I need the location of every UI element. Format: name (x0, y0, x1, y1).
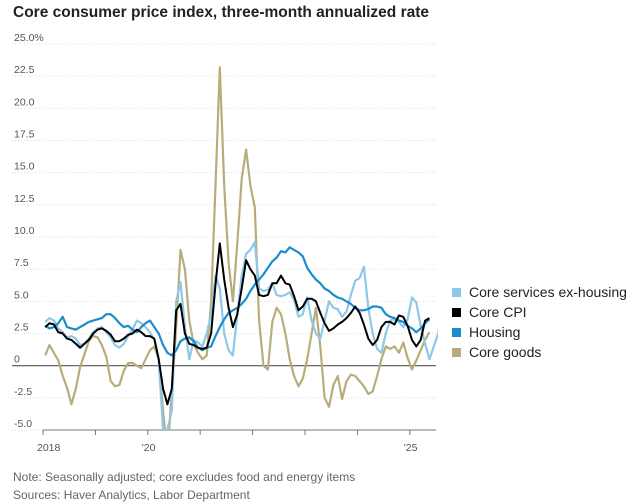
legend: Core services ex-housing Core CPI Housing C… (452, 282, 627, 362)
y-tick-label: 20.0 (14, 96, 35, 108)
series-line-core-goods (44, 66, 431, 430)
legend-label: Core CPI (469, 304, 527, 320)
chart-note: Note: Seasonally adjusted; core excludes… (13, 470, 356, 484)
series-line-core-cpi (44, 242, 430, 406)
legend-label: Housing (469, 324, 521, 340)
legend-label: Core goods (469, 344, 542, 360)
y-tick-label: 22.5 (14, 64, 35, 76)
series-lines (44, 66, 438, 430)
legend-swatch (452, 307, 461, 317)
y-tick-label: 7.5 (14, 257, 29, 269)
y-axis-ticks: -5.0 -2.5 0 2.5 5.0 7.5 10.0 12.5 15.0 17.5 20.0 22… (14, 32, 44, 430)
chart-title: Core consumer price index, three-month a… (13, 4, 430, 21)
legend-swatch (452, 287, 461, 297)
x-tick-label: '20 (142, 442, 156, 454)
legend-item: Core goods (452, 342, 627, 362)
y-tick-label: 0 (14, 354, 20, 366)
legend-item: Core services ex-housing (452, 282, 627, 302)
legend-item: Core CPI (452, 302, 627, 322)
gridlines (12, 43, 436, 431)
x-axis-ticks: 2018 '20 '25 (37, 429, 436, 454)
y-tick-label: 10.0 (14, 225, 35, 237)
chart-source: Sources: Haver Analytics, Labor Departme… (13, 488, 250, 502)
y-tick-label: -2.5 (14, 386, 32, 398)
series-line-housing (44, 246, 431, 357)
y-tick-label: 12.5 (14, 193, 35, 205)
legend-item: Housing (452, 322, 627, 342)
y-tick-label: 15.0 (14, 161, 35, 173)
series-line-core-services-ex-housing (44, 241, 438, 430)
x-tick-label: '25 (404, 442, 418, 454)
y-tick-label: 25.0% (14, 32, 44, 44)
y-tick-label: -5.0 (14, 418, 32, 430)
legend-label: Core services ex-housing (469, 284, 627, 300)
line-chart: -5.0 -2.5 0 2.5 5.0 7.5 10.0 12.5 15.0 17.5 20.0 22… (12, 32, 438, 454)
y-tick-label: 5.0 (14, 289, 29, 301)
legend-swatch (452, 327, 461, 337)
y-tick-label: 2.5 (14, 322, 29, 334)
y-tick-label: 17.5 (14, 129, 35, 141)
x-tick-label: 2018 (37, 442, 61, 454)
legend-swatch (452, 347, 461, 357)
